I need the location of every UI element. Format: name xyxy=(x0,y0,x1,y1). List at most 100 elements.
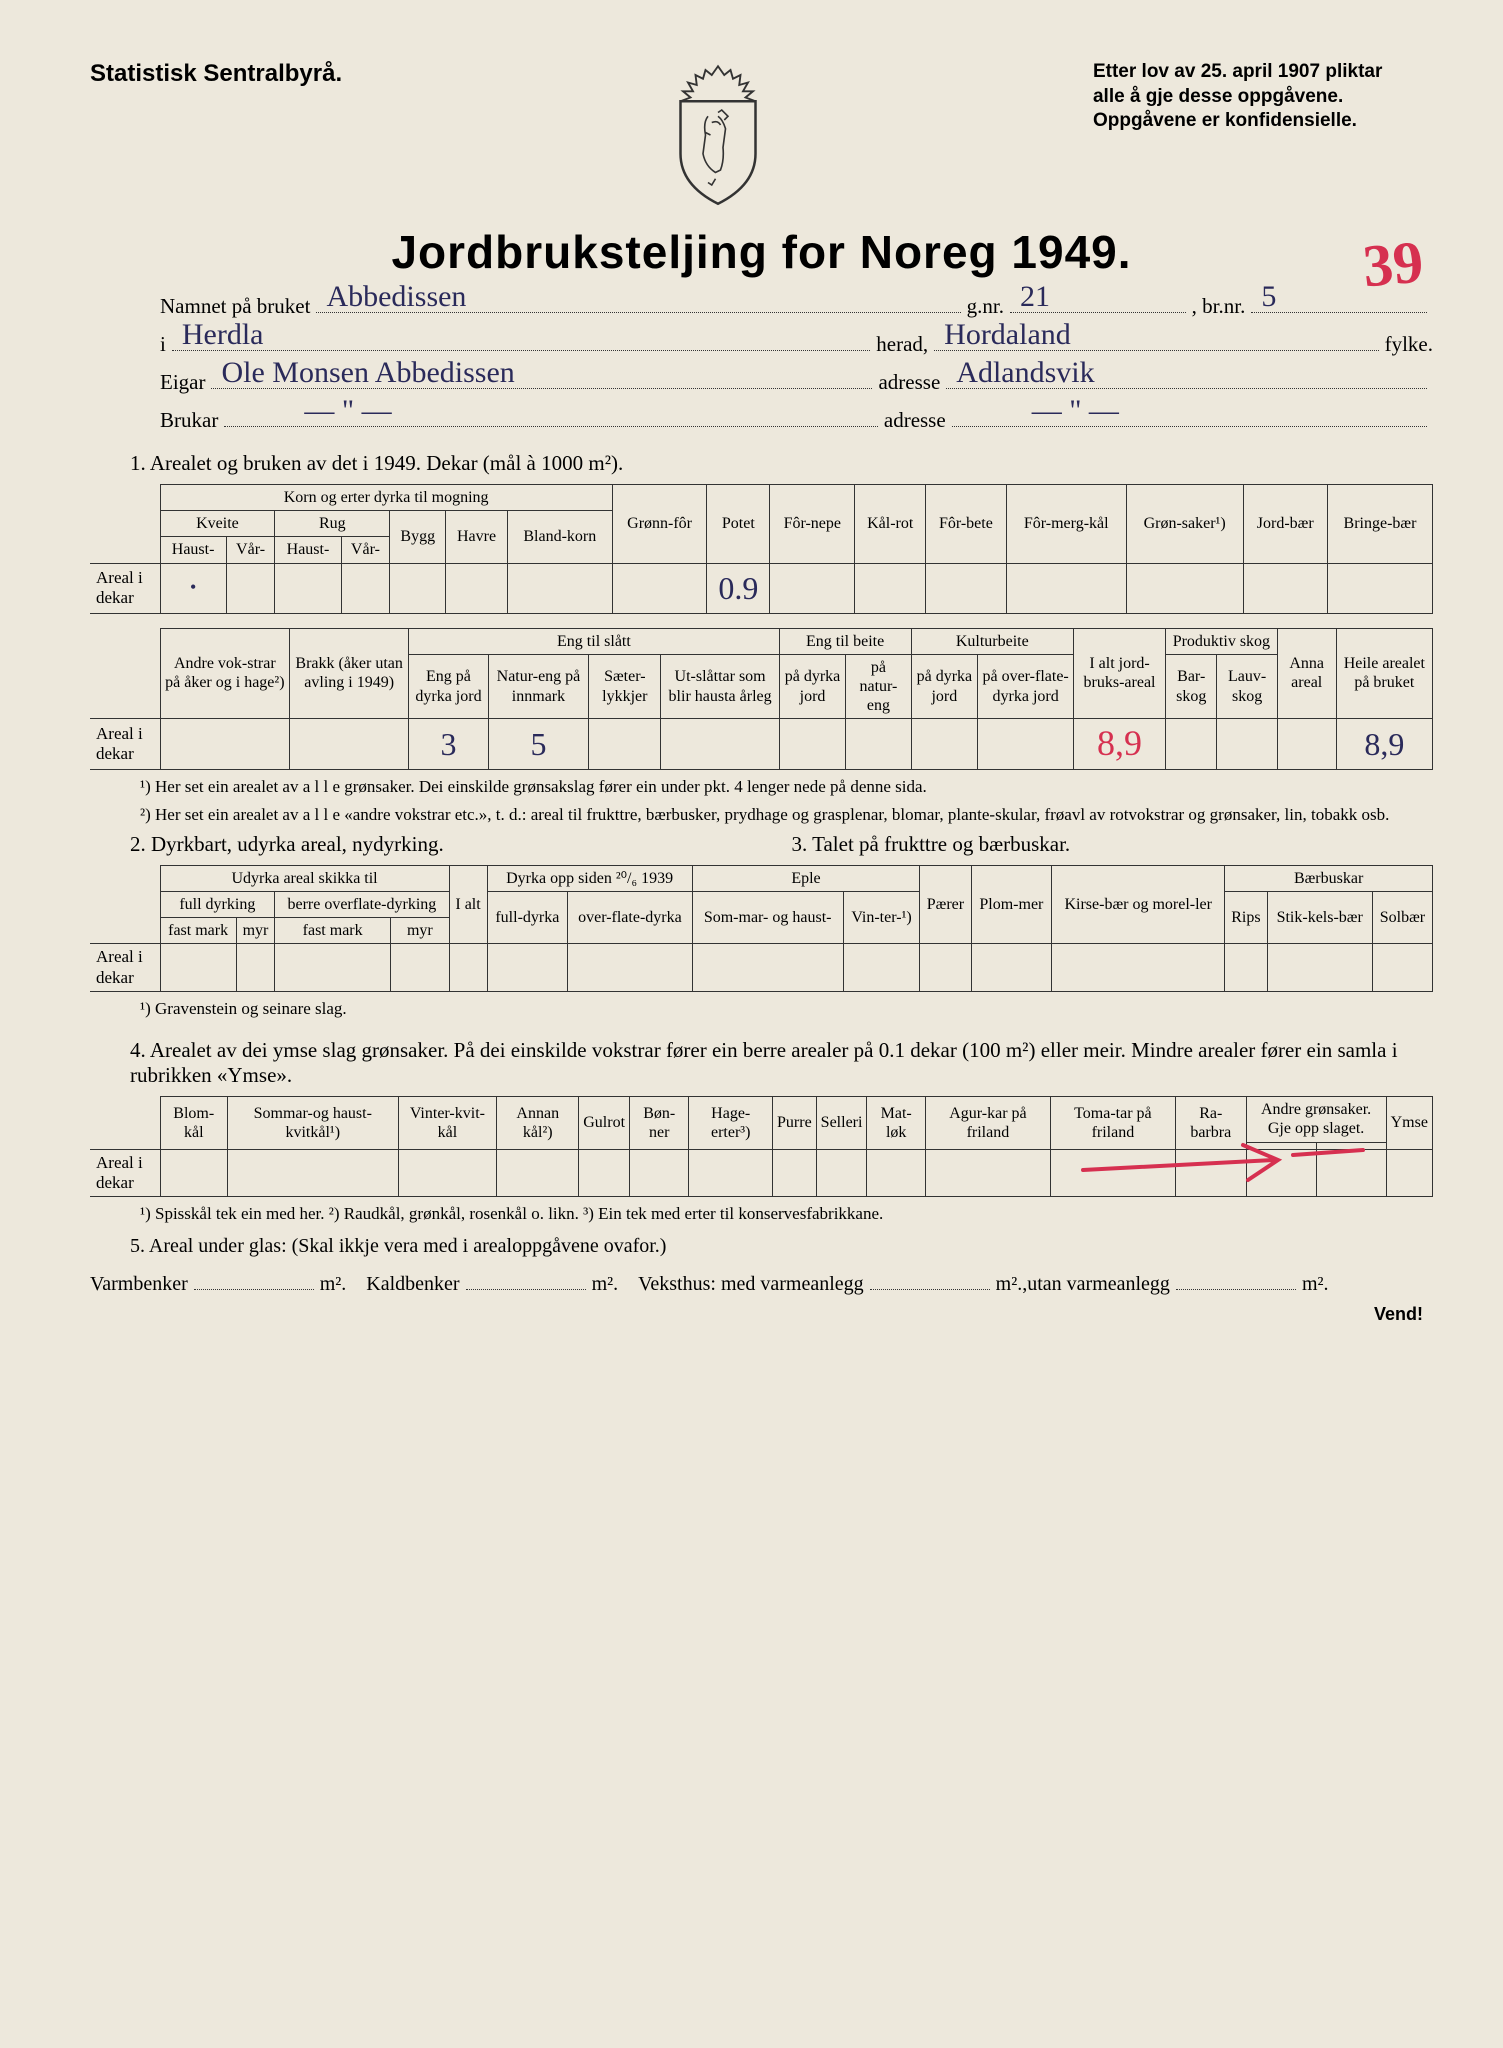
h-lauvskog: Lauv-skog xyxy=(1217,654,1277,719)
l-kaldbenker: Kaldbenker xyxy=(366,1273,459,1296)
coat-of-arms xyxy=(653,60,783,210)
h-barskog: Bar-skog xyxy=(1166,654,1217,719)
h-udyrka: Udyrka areal skikka til xyxy=(160,865,449,891)
sec3-title: 3. Talet på frukttre og bærbuskar. xyxy=(792,832,1434,857)
org-name: Statistisk Sentralbyrå. xyxy=(90,60,342,88)
h-dyrka-opp: Dyrka opp siden ²⁰/₆ 1939 xyxy=(487,865,692,891)
h-prodskog: Produktiv skog xyxy=(1166,628,1278,654)
h-myr1: myr xyxy=(236,918,274,944)
h-haust2: Haust- xyxy=(275,537,341,563)
h-sommarkvitkal: Sommar-og haust-kvitkål¹) xyxy=(227,1097,398,1149)
h-forbete: Fôr-bete xyxy=(926,485,1007,564)
h-haust1: Haust- xyxy=(160,537,226,563)
h-blomkal: Blom-kål xyxy=(160,1097,227,1149)
h-vinter: Vin-ter-¹) xyxy=(843,891,920,943)
label-fylke: fylke. xyxy=(1385,332,1433,357)
m2-1: m². xyxy=(320,1273,347,1296)
label-brukar: Brukar xyxy=(160,408,218,433)
h-stikkels: Stik-kels-bær xyxy=(1267,891,1372,943)
law-line-1: Etter lov av 25. april 1907 pliktar xyxy=(1093,60,1433,85)
line-herad: i Herdla herad, Hordaland fylke. xyxy=(90,327,1433,357)
sec5-row: Varmbenker m². Kaldbenker m². Veksthus: … xyxy=(90,1266,1433,1296)
val-fylke: Hordaland xyxy=(944,318,1071,352)
h-korn: Korn og erter dyrka til mogning xyxy=(160,485,612,511)
h-plommer: Plom-mer xyxy=(971,865,1052,944)
h-matlok: Mat-løk xyxy=(867,1097,926,1149)
h-agurkar: Agur-kar på friland xyxy=(925,1097,1050,1149)
h-fast1: fast mark xyxy=(160,918,236,944)
footnote-gravenstein: ¹) Gravenstein og seinare slag. xyxy=(140,998,1433,1020)
val-ialt: 8,9 xyxy=(1074,719,1166,769)
h-var1: Vår- xyxy=(226,537,275,563)
h-kveite: Kveite xyxy=(160,511,275,537)
h-gronsaker: Grøn-saker¹) xyxy=(1126,485,1243,564)
h-eple: Eple xyxy=(692,865,920,891)
val-heile: 8,9 xyxy=(1336,719,1432,769)
h-bringebaer: Bringe-bær xyxy=(1327,485,1432,564)
red-arrow-mark xyxy=(1073,1130,1373,1210)
h-myr2: myr xyxy=(391,918,449,944)
l-varmbenker: Varmbenker xyxy=(90,1273,188,1296)
footnote-2: ²) Her set ein arealet av a l l e «andre… xyxy=(140,804,1433,826)
sec5-title: 5. Areal under glas: (Skal ikkje vera me… xyxy=(130,1235,1433,1258)
row-label-1a: Areal i dekar xyxy=(90,563,160,613)
h-pa-overflate: på over-flate-dyrka jord xyxy=(978,654,1074,719)
h-natur-eng: Natur-eng på innmark xyxy=(488,654,588,719)
h-paerer: Pærer xyxy=(920,865,971,944)
h-selleri: Selleri xyxy=(816,1097,867,1149)
h-rug: Rug xyxy=(275,511,390,537)
h-eng-beite: Eng til beite xyxy=(779,628,911,654)
h-andre: Andre vok-strar på åker og i hage²) xyxy=(160,628,290,719)
sec2-title: 2. Dyrkbart, udyrka areal, nydyrking. xyxy=(130,832,772,857)
h-kalrot: Kål-rot xyxy=(855,485,926,564)
h-hageerter: Hage-erter³) xyxy=(689,1097,773,1149)
sec2-sec3-titles: 2. Dyrkbart, udyrka areal, nydyrking. 3.… xyxy=(130,832,1433,857)
val-eng: 3 xyxy=(409,719,489,769)
h-berre-overfl: berre overflate-dyrking xyxy=(275,891,449,917)
label-i: i xyxy=(160,332,166,357)
val-potet: 0.9 xyxy=(707,563,770,613)
h-baerbuskar: Bærbuskar xyxy=(1225,865,1433,891)
vend-label: Vend! xyxy=(90,1304,1433,1325)
sec4-title: 4. Arealet av dei ymse slag grønsaker. P… xyxy=(130,1038,1433,1088)
label-namnet: Namnet på bruket xyxy=(160,294,310,319)
h-pa-natur: på natur-eng xyxy=(846,654,911,719)
h-gulrot: Gulrot xyxy=(579,1097,630,1149)
h-bonner: Bøn-ner xyxy=(630,1097,689,1149)
h-potet: Potet xyxy=(707,485,770,564)
h-pa-dyrka1: på dyrka jord xyxy=(779,654,846,719)
header-row: Statistisk Sentralbyrå. Etter lov av 25.… xyxy=(90,60,1433,210)
row-label-4: Areal i dekar xyxy=(90,1149,160,1197)
h-gronnfor: Grønn-fôr xyxy=(612,485,707,564)
val-natur: 5 xyxy=(488,719,588,769)
h-fast2: fast mark xyxy=(275,918,391,944)
h-anna: Anna areal xyxy=(1277,628,1336,719)
h-over-flate: over-flate-dyrka xyxy=(568,891,692,943)
h-ymse: Ymse xyxy=(1386,1097,1432,1149)
val-eigar: Ole Monsen Abbedissen xyxy=(221,356,514,390)
h-utslattar: Ut-slåttar som blir hausta årleg xyxy=(661,654,779,719)
main-title: Jordbruksteljing for Noreg 1949. xyxy=(90,225,1433,279)
val-gnr: 21 xyxy=(1020,280,1050,314)
m2-2: m². xyxy=(592,1273,619,1296)
h-jordbaer: Jord-bær xyxy=(1243,485,1327,564)
h-purre: Purre xyxy=(773,1097,817,1149)
val-brukar: — " — xyxy=(304,394,391,428)
h-bygg: Bygg xyxy=(390,511,446,563)
h-formergkal: Fôr-merg-kål xyxy=(1006,485,1126,564)
line-brukar: Brukar — " — adresse — " — xyxy=(90,403,1433,433)
table-1a: Korn og erter dyrka til mogning Grønn-fô… xyxy=(90,484,1433,614)
h-annankal: Annan kål²) xyxy=(497,1097,579,1149)
law-line-2: alle å gje desse oppgåvene. xyxy=(1093,85,1433,110)
label-gnr: g.nr. xyxy=(967,294,1004,319)
table-1b: Andre vok-strar på åker og i hage²) Brak… xyxy=(90,628,1433,770)
h-var2: Vår- xyxy=(341,537,390,563)
label-brnr: , br.nr. xyxy=(1192,294,1246,319)
val-namnet: Abbedissen xyxy=(326,280,466,314)
val-adresse2: — " — xyxy=(1032,394,1119,428)
line-eigar: Eigar Ole Monsen Abbedissen adresse Adla… xyxy=(90,365,1433,395)
law-notice: Etter lov av 25. april 1907 pliktar alle… xyxy=(1093,60,1433,134)
line-namnet: Namnet på bruket Abbedissen g.nr. 21 , b… xyxy=(90,289,1433,319)
h-fornepe: Fôr-nepe xyxy=(770,485,855,564)
l-utan: utan varmeanlegg xyxy=(1027,1273,1170,1296)
